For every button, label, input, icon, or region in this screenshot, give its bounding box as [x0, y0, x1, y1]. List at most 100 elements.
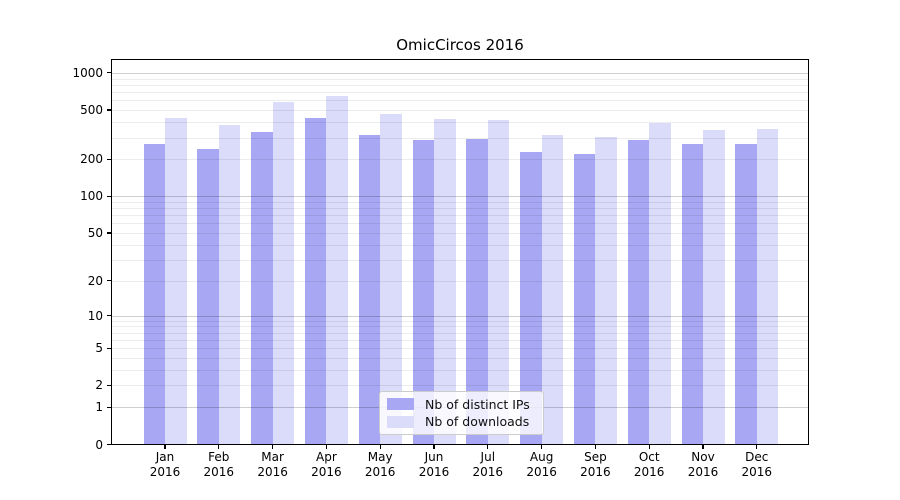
- bar-may-distinct-ips: [358, 135, 381, 444]
- bar-feb-downloads: [218, 125, 241, 444]
- gridline-major: [112, 72, 808, 74]
- gridline-minor: [112, 357, 808, 359]
- gridline-minor: [112, 78, 808, 80]
- legend: Nb of distinct IPs Nb of downloads: [379, 391, 544, 435]
- bar-oct-distinct-ips: [627, 140, 650, 444]
- bar-sep-distinct-ips: [573, 154, 596, 444]
- gridline-minor: [112, 233, 808, 234]
- gridline-minor: [112, 92, 808, 93]
- legend-entry-downloads: Nb of downloads: [387, 414, 536, 429]
- bar-oct-downloads: [649, 122, 671, 444]
- x-tick-mark: [648, 444, 650, 449]
- gridline-minor: [112, 110, 808, 111]
- x-tick-label-sep: Sep 2016: [580, 450, 611, 479]
- chart-title: OmicCircos 2016: [396, 36, 524, 54]
- gridline-minor: [112, 244, 808, 246]
- x-tick-label-apr: Apr 2016: [311, 450, 342, 479]
- legend-label-distinct-ips: Nb of distinct IPs: [425, 396, 530, 412]
- bar-jul-downloads: [487, 120, 510, 444]
- bar-aug-downloads: [541, 135, 564, 444]
- gridline-minor: [112, 215, 808, 217]
- x-tick-label-aug: Aug 2016: [526, 450, 557, 479]
- x-tick-label-nov: Nov 2016: [687, 450, 719, 479]
- x-tick-mark: [272, 444, 274, 449]
- y-tick-label: 500: [80, 103, 103, 117]
- y-tick-label: 2: [95, 378, 103, 393]
- gridline-minor: [112, 332, 808, 334]
- y-tick-label: 0: [95, 437, 103, 452]
- x-tick-label-oct: Oct 2016: [633, 450, 665, 479]
- legend-label-downloads: Nb of downloads: [425, 414, 530, 430]
- legend-entry-distinct-ips: Nb of distinct IPs: [387, 397, 536, 412]
- bar-jun-distinct-ips: [412, 140, 434, 444]
- gridline-major: [112, 315, 808, 317]
- x-tick-label-feb: Feb 2016: [203, 450, 235, 479]
- gridline-minor: [112, 259, 808, 261]
- plot-area: Nb of distinct IPs Nb of downloads: [112, 60, 808, 444]
- x-tick-mark: [594, 444, 597, 449]
- bar-may-downloads: [380, 113, 402, 444]
- bar-feb-distinct-ips: [197, 149, 219, 444]
- bar-nov-downloads: [703, 130, 725, 444]
- gridline-minor: [112, 320, 808, 322]
- y-tick-mark: [107, 314, 112, 317]
- y-tick-mark: [107, 109, 112, 111]
- y-tick-label: 5: [95, 341, 103, 356]
- y-tick-label: 50: [87, 226, 103, 240]
- x-tick-label-jan: Jan 2016: [149, 450, 181, 479]
- x-tick-mark: [541, 444, 543, 449]
- bar-apr-downloads: [326, 96, 348, 444]
- y-tick-label: 200: [80, 152, 103, 167]
- y-tick-mark: [107, 280, 112, 282]
- gridline-minor: [112, 100, 808, 102]
- gridline-minor: [112, 369, 808, 371]
- x-tick-mark: [218, 444, 220, 449]
- legend-swatch-downloads: [387, 415, 414, 428]
- gridline-major: [112, 196, 808, 198]
- y-tick-label: 100: [80, 189, 103, 204]
- gridline-minor: [112, 339, 808, 341]
- bar-aug-distinct-ips: [520, 152, 542, 444]
- legend-swatch-distinct-ips: [387, 398, 414, 411]
- bar-dec-downloads: [756, 129, 779, 444]
- gridline-minor: [112, 201, 808, 203]
- y-tick-label: 20: [87, 273, 103, 288]
- bar-nov-distinct-ips: [681, 143, 703, 444]
- y-tick-label: 1000: [72, 65, 103, 80]
- x-tick-label-may: May 2016: [364, 450, 396, 479]
- bar-mar-downloads: [272, 102, 295, 444]
- gridline-minor: [112, 348, 808, 350]
- bar-sep-downloads: [595, 137, 617, 444]
- x-tick-mark: [164, 444, 166, 449]
- x-tick-mark: [433, 444, 435, 449]
- gridline-minor: [112, 385, 808, 387]
- x-tick-mark: [379, 444, 381, 449]
- y-tick-mark: [107, 347, 112, 349]
- gridline-minor: [112, 159, 808, 161]
- y-tick-mark: [107, 406, 112, 408]
- gridline-minor: [112, 122, 808, 123]
- x-tick-mark: [702, 444, 704, 449]
- bar-jul-distinct-ips: [466, 138, 488, 444]
- gridline-minor: [112, 137, 808, 139]
- gridline-minor: [112, 280, 808, 282]
- y-tick-mark: [107, 384, 112, 387]
- x-tick-label-mar: Mar 2016: [257, 450, 288, 479]
- y-tick-mark: [107, 72, 112, 74]
- y-tick-mark: [107, 195, 112, 197]
- y-tick-label: 10: [87, 308, 103, 323]
- gridline-minor: [112, 84, 808, 86]
- bar-mar-distinct-ips: [251, 131, 273, 444]
- gridline-minor: [112, 326, 808, 328]
- y-tick-mark: [107, 232, 112, 234]
- x-tick-label-jul: Jul 2016: [472, 450, 504, 479]
- y-tick-label: 1: [95, 400, 103, 415]
- x-tick-mark: [756, 444, 758, 449]
- x-tick-label-jun: Jun 2016: [418, 450, 450, 479]
- gridline-minor: [112, 208, 808, 210]
- gridline-minor: [112, 223, 808, 225]
- y-tick-mark: [107, 158, 112, 160]
- x-tick-mark: [325, 444, 328, 449]
- bar-jan-downloads: [165, 117, 187, 444]
